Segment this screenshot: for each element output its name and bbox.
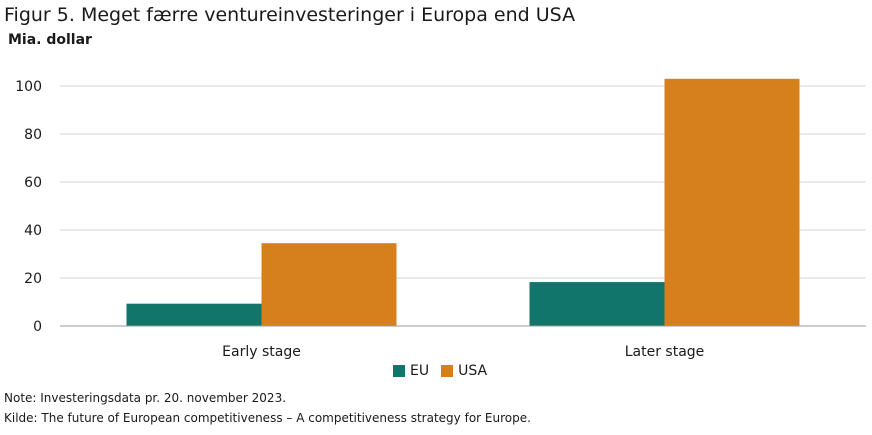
- bar-usa-early-stage: [261, 243, 397, 326]
- footnote: Note: Investeringsdata pr. 20. november …: [4, 391, 287, 405]
- chart-title: Figur 5. Meget færre ventureinvesteringe…: [4, 4, 576, 26]
- legend-item-eu: EU: [393, 363, 429, 379]
- y-tick-label: 60: [24, 175, 42, 191]
- source-note: Kilde: The future of European competitiv…: [4, 411, 531, 425]
- axes: 0 20 40 60 80 100 Early stage Later stage: [15, 79, 866, 360]
- x-category-label: Early stage: [222, 344, 301, 360]
- x-category-label: Later stage: [625, 344, 705, 360]
- legend-swatch-eu: [393, 365, 405, 377]
- legend: EU USA: [393, 363, 499, 379]
- bar-eu-later-stage: [529, 282, 665, 326]
- legend-label-usa: USA: [458, 363, 488, 379]
- legend-label-eu: EU: [410, 363, 430, 379]
- y-tick-label: 40: [24, 223, 42, 239]
- bars: [126, 78, 800, 326]
- bar-eu-early-stage: [126, 303, 262, 326]
- y-axis-unit-label: Mia. dollar: [8, 32, 92, 48]
- legend-item-usa: USA: [441, 363, 487, 379]
- y-tick-label: 100: [15, 79, 42, 95]
- legend-swatch-usa: [441, 365, 454, 377]
- y-tick-label: 0: [33, 319, 42, 335]
- bar-usa-later-stage: [664, 78, 800, 326]
- y-tick-label: 80: [24, 127, 42, 143]
- y-tick-label: 20: [24, 271, 42, 287]
